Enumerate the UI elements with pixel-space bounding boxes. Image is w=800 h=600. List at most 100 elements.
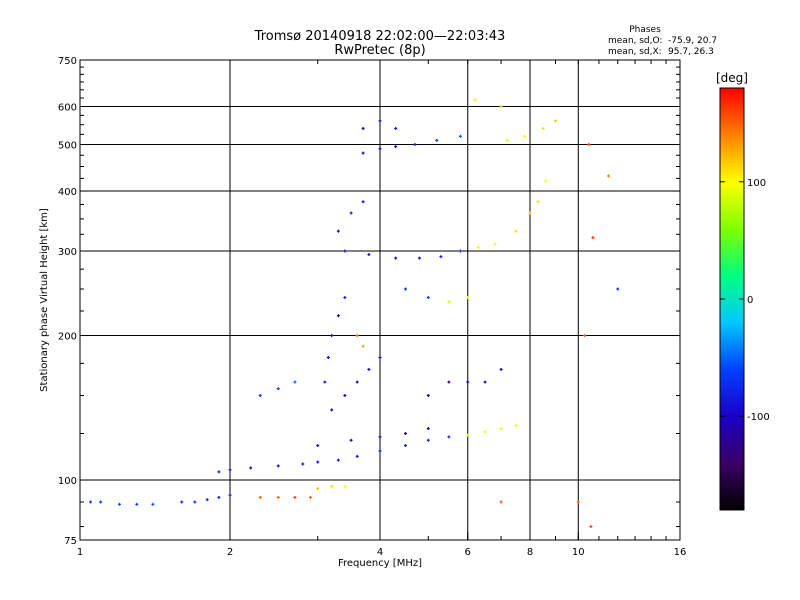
data-point [541, 126, 545, 130]
data-point [607, 174, 611, 178]
data-point [591, 236, 595, 240]
data-point [293, 495, 297, 499]
data-point [499, 427, 503, 431]
data-point [505, 138, 509, 142]
x-tick-label: 16 [674, 547, 687, 558]
data-point [394, 256, 398, 260]
grid [80, 60, 680, 540]
data-point [483, 380, 487, 384]
data-point [523, 134, 527, 138]
data-point [413, 143, 417, 147]
data-point [89, 500, 93, 504]
data-point [403, 444, 407, 448]
x-tick-label: 6 [465, 547, 471, 558]
data-point [426, 394, 430, 398]
data-point [276, 495, 280, 499]
y-axis-label: Stationary phase Virtual Height [km] [39, 208, 50, 392]
data-point [308, 495, 312, 499]
data-point [355, 454, 359, 458]
data-point [117, 502, 121, 506]
data-point [394, 126, 398, 130]
data-point [447, 300, 451, 304]
data-point [426, 438, 430, 442]
phase-stat-o-values: -75.9, 20.7 [668, 36, 717, 46]
x-tick-label: 10 [572, 547, 585, 558]
data-point [349, 211, 353, 215]
data-point [447, 435, 451, 439]
y-tick-label: 200 [58, 332, 77, 343]
y-tick-label: 750 [58, 56, 77, 67]
data-point [576, 500, 580, 504]
x-tick-label: 8 [527, 547, 533, 558]
data-point [361, 344, 365, 348]
y-tick-label: 500 [58, 141, 77, 152]
data-point [217, 495, 221, 499]
x-tick-label: 2 [227, 547, 233, 558]
data-point [293, 380, 297, 384]
phase-header: Phases [629, 25, 661, 35]
data-point [426, 427, 430, 431]
data-point [330, 408, 334, 412]
x-tick-label: 4 [377, 547, 383, 558]
data-point [493, 242, 497, 246]
data-point [378, 435, 382, 439]
data-point [394, 145, 398, 149]
data-point [514, 229, 518, 233]
data-point [466, 433, 470, 437]
data-point [361, 151, 365, 155]
data-point [151, 502, 155, 506]
colorbar-tick-label: 0 [747, 295, 753, 306]
data-point [476, 246, 480, 250]
colorbar-label: [deg] [716, 71, 748, 85]
x-tick-label: 1 [77, 547, 83, 558]
data-point [361, 126, 365, 130]
data-point [336, 458, 340, 462]
data-point [276, 464, 280, 468]
data-point [466, 296, 470, 300]
data-point [349, 438, 353, 442]
phase-stat-x-values: 95.7, 26.3 [668, 47, 714, 57]
chart-title: Tromsø 20140918 22:02:00—22:03:43 [254, 29, 506, 44]
colorbar-tick-label: 100 [747, 178, 766, 189]
data-point [193, 500, 197, 504]
data-point [553, 119, 557, 123]
data-point [135, 502, 139, 506]
data-point [180, 500, 184, 504]
data-point [378, 449, 382, 453]
data-point [361, 200, 365, 204]
y-tick-label: 400 [58, 187, 77, 198]
data-point [301, 462, 305, 466]
data-point [316, 487, 320, 491]
data-point [330, 334, 334, 338]
x-axis: 1 2 4 6 8 10 16 [77, 60, 687, 558]
data-point [276, 387, 280, 391]
data-point [447, 380, 451, 384]
data-point [528, 211, 532, 215]
colorbar-ticks: 100 0 -100 [720, 178, 770, 423]
data-point [99, 500, 103, 504]
data-point [403, 432, 407, 436]
data-point [355, 334, 359, 338]
data-point [367, 253, 371, 257]
data-point [587, 143, 591, 147]
chart-subtitle: RwPretec (8p) [334, 43, 425, 58]
y-tick-label: 100 [58, 476, 77, 487]
data-point [343, 249, 347, 253]
data-point [426, 296, 430, 300]
data-point [483, 430, 487, 434]
data-point [343, 484, 347, 488]
y-axis: 75 100 200 300 400 500 600 750 [58, 56, 680, 547]
y-tick-label: 600 [58, 103, 77, 114]
data-point [378, 355, 382, 359]
data-point [316, 460, 320, 464]
data-point [435, 138, 439, 142]
data-point [589, 525, 593, 529]
data-point [343, 394, 347, 398]
data-point [466, 380, 470, 384]
data-point [536, 200, 540, 204]
data-point [249, 466, 253, 470]
data-point [403, 287, 407, 291]
data-point [616, 287, 620, 291]
data-point [583, 334, 587, 338]
